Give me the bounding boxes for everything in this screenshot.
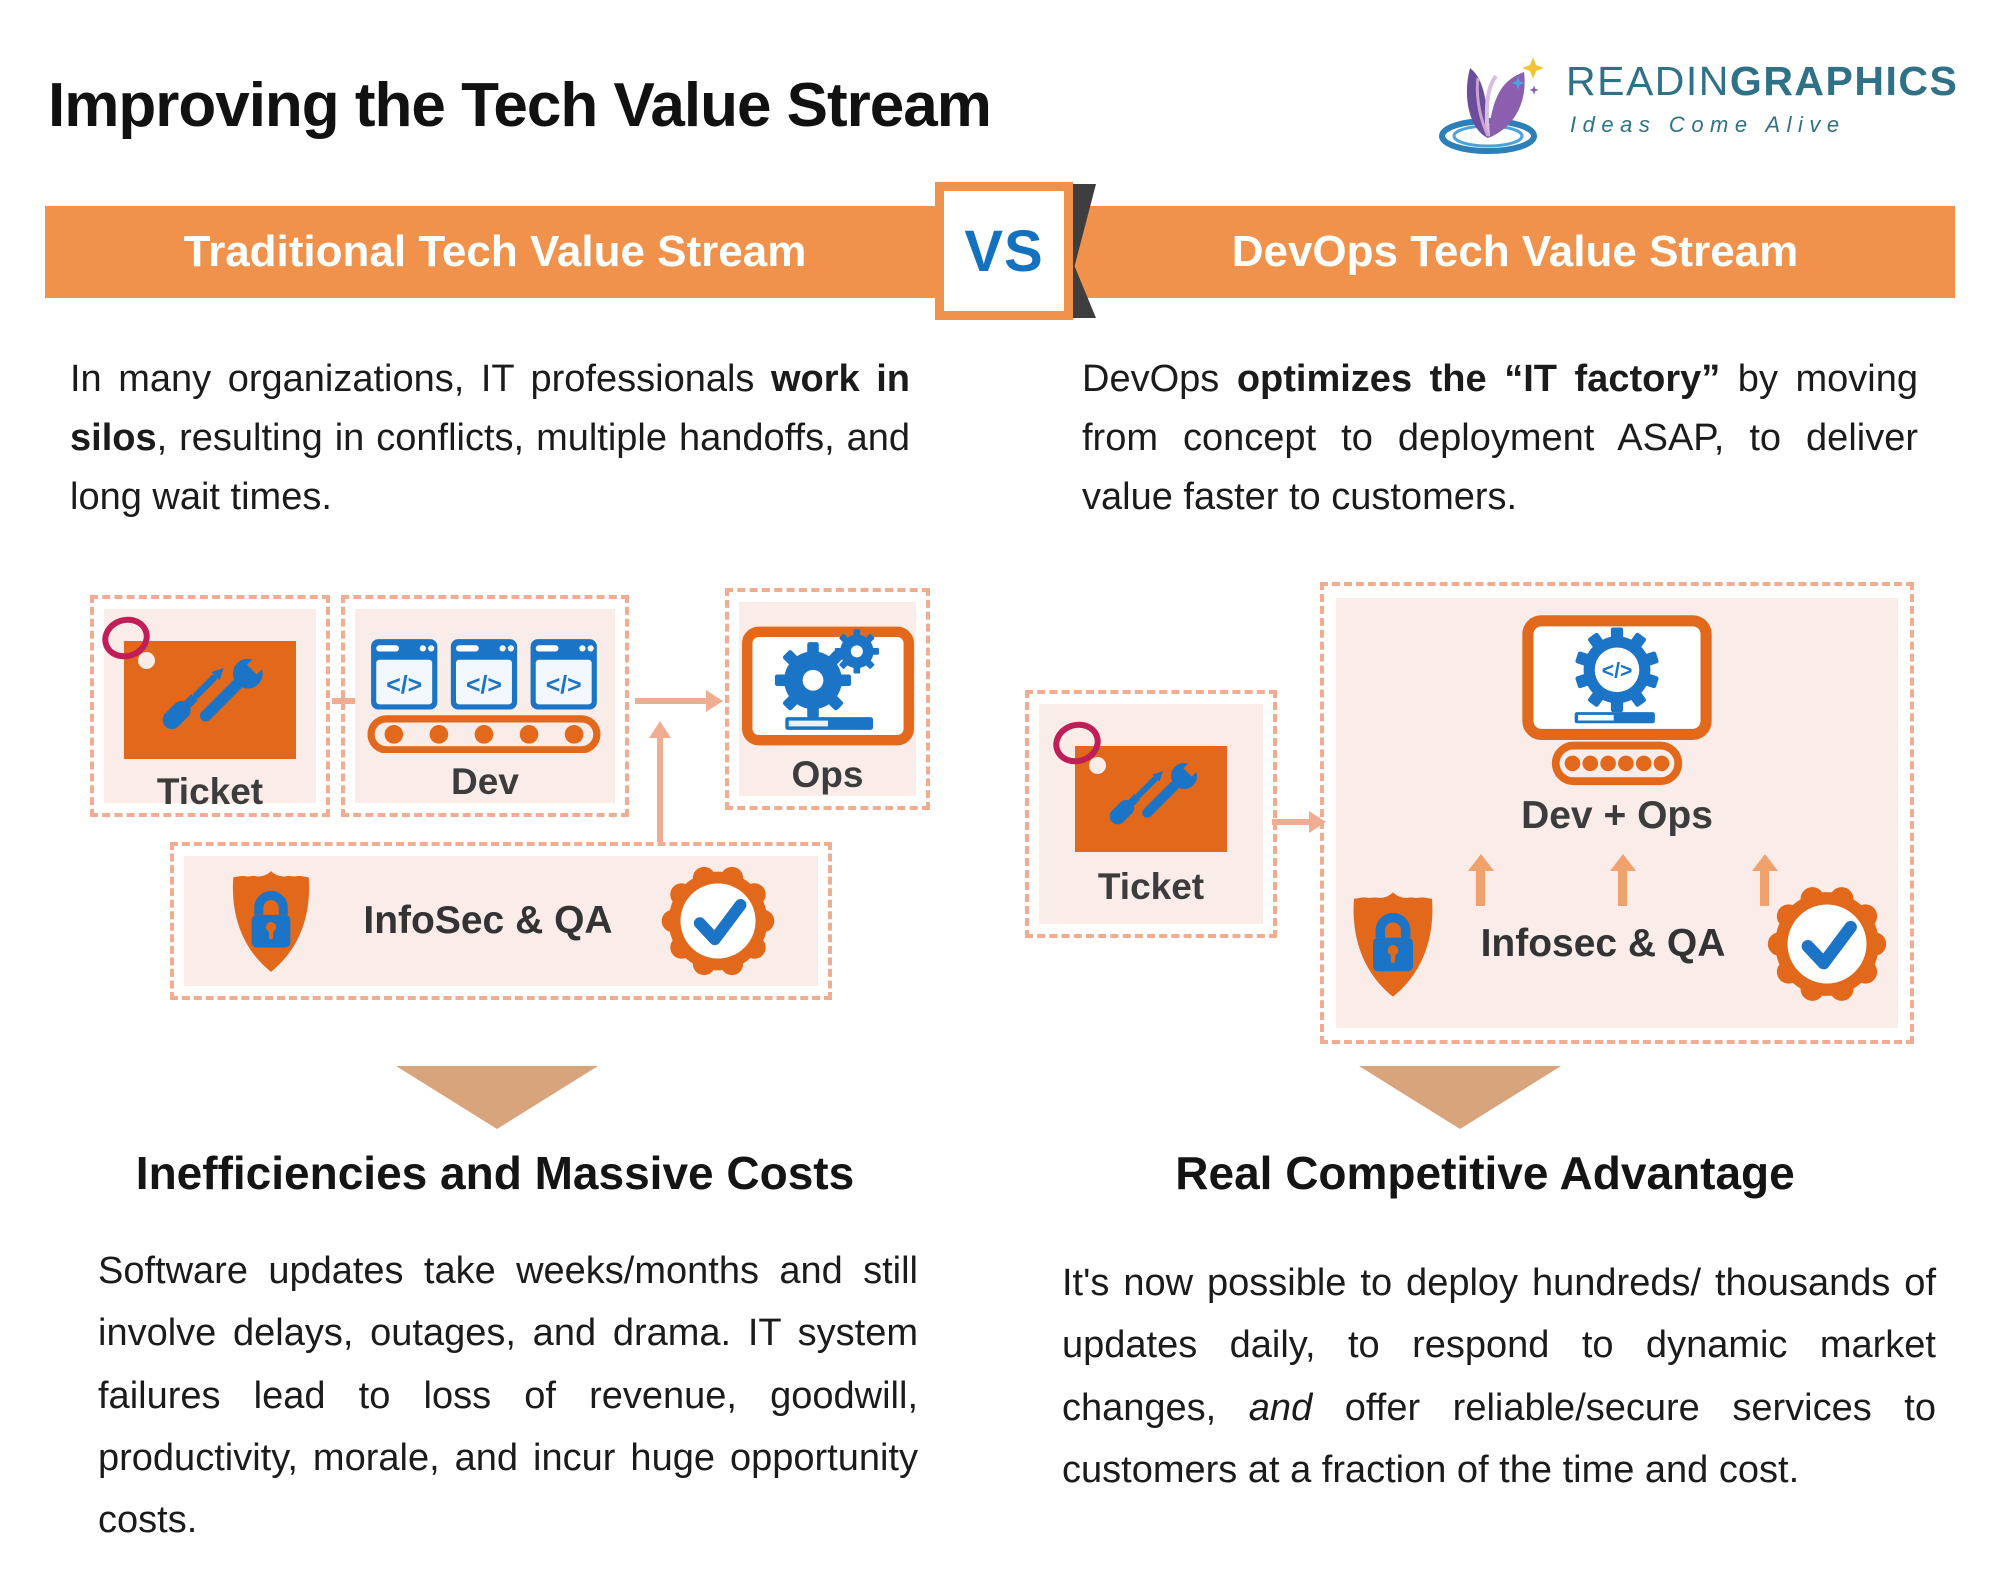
ops-box: Ops xyxy=(713,588,930,824)
down-triangle-icon xyxy=(1359,1066,1561,1129)
shield-lock-icon xyxy=(233,871,310,972)
infosec-box: InfoSec & QA xyxy=(158,842,832,1014)
tools-icon xyxy=(162,657,269,730)
vs-label: VS xyxy=(964,218,1044,284)
ticket-label: Ticket xyxy=(156,771,264,812)
book-logo-icon xyxy=(1439,57,1544,154)
devops-box: </> Dev + Ops xyxy=(1308,582,1914,1058)
ticket-tag xyxy=(124,641,296,759)
svg-text:</>: </> xyxy=(1602,660,1633,683)
arrow-dev-to-ops-icon xyxy=(635,690,723,712)
page-title: Improving the Tech Value Stream xyxy=(48,71,992,140)
up-arrow-icon xyxy=(1467,854,1494,906)
code-windows-conveyor-icon: </> </> </> xyxy=(367,639,601,753)
shield-lock-icon xyxy=(1353,892,1432,997)
badge-check-icon xyxy=(661,866,774,976)
infosec-label: InfoSec & QA xyxy=(363,899,613,942)
arrow-ticket-to-devops-icon xyxy=(1272,811,1326,833)
traditional-outcome-title: Inefficiencies and Massive Costs xyxy=(135,1147,855,1199)
traditional-flow-diagram: Ticket </> xyxy=(45,570,935,1045)
comparison-banner: Traditional Tech Value Stream DevOps Tec… xyxy=(45,182,1955,320)
brand-name: READINGRAPHICS xyxy=(1566,58,1959,104)
devops-label: Dev + Ops xyxy=(1521,794,1713,837)
down-triangle-icon xyxy=(396,1066,598,1129)
tools-icon xyxy=(1109,761,1202,825)
up-arrow-icon xyxy=(1609,854,1636,906)
tag-hole-icon xyxy=(1089,757,1106,774)
svg-text:</>: </> xyxy=(386,672,422,699)
vs-badge: VS xyxy=(935,182,1096,320)
monitor-gear-conveyor-icon: </> xyxy=(1522,615,1712,786)
devops-intro-text: DevOps optimizes the “IT factory” by mov… xyxy=(1082,358,1919,518)
devops-outcome-title: Real Competitive Advantage xyxy=(1175,1147,1795,1199)
devops-flow-diagram: Ticket xyxy=(1013,557,1960,1062)
brand-logo: READINGRAPHICS Ideas Come Alive xyxy=(1430,46,1957,171)
traditional-outcome-text: Software updates take weeks/months and s… xyxy=(98,1250,918,1542)
ticket-label: Ticket xyxy=(1097,866,1205,907)
ticket-box-devops: Ticket xyxy=(1013,690,1277,952)
banner-right-title: DevOps Tech Value Stream xyxy=(1231,227,1799,276)
tag-hole-icon xyxy=(138,652,155,669)
dev-label: Dev xyxy=(451,761,519,802)
brand-tagline: Ideas Come Alive xyxy=(1570,112,1846,137)
infosec-label: Infosec & QA xyxy=(1480,922,1726,965)
devops-panel: </> Dev + Ops xyxy=(1336,598,1898,1028)
svg-text:</>: </> xyxy=(546,672,582,699)
devops-outcome-text: It's now possible to deploy hundreds/ th… xyxy=(1062,1262,1936,1491)
svg-text:</>: </> xyxy=(466,672,502,699)
arrow-infosec-up-icon xyxy=(649,721,671,842)
infosec-row: Infosec & QA xyxy=(1336,882,1898,1006)
ticket-tag xyxy=(1075,746,1227,852)
up-arrow-icon xyxy=(1751,854,1778,906)
ticket-box: Ticket xyxy=(78,595,330,831)
gears-icon xyxy=(741,626,914,746)
dev-box: </> </> </> xyxy=(329,595,629,831)
traditional-intro-text: In many organizations, IT professionals … xyxy=(70,358,910,518)
banner-left-title: Traditional Tech Value Stream xyxy=(183,227,807,276)
ops-label: Ops xyxy=(791,754,864,795)
badge-check-icon xyxy=(1768,887,1887,1001)
